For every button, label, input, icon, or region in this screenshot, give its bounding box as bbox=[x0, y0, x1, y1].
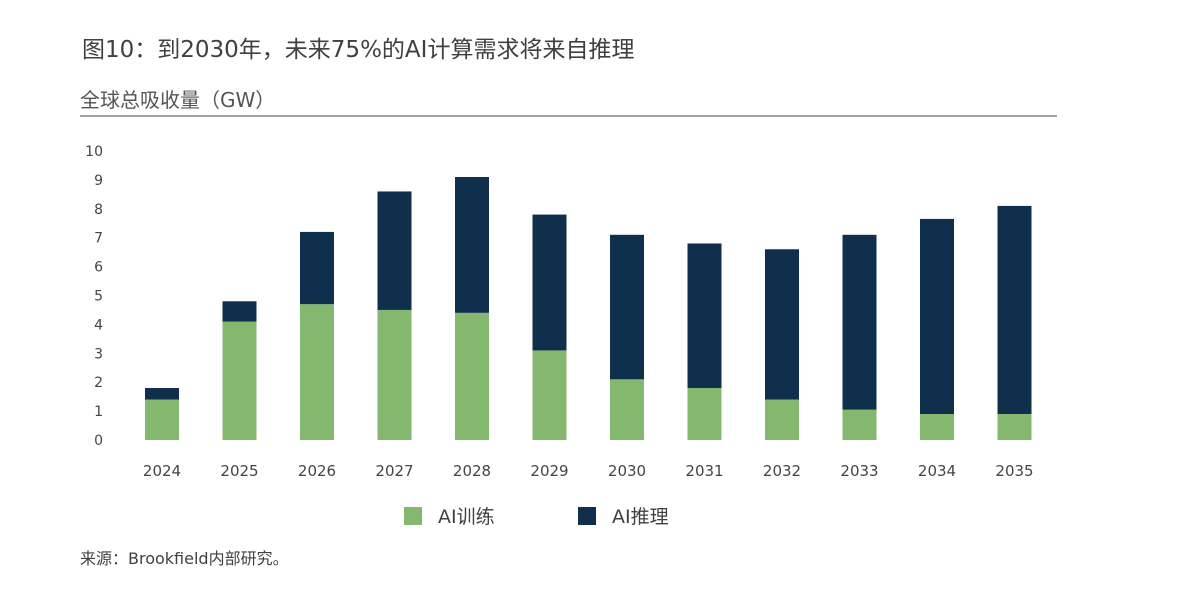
bar-segment-training bbox=[300, 304, 334, 440]
bar-segment-inference bbox=[920, 218, 954, 414]
legend-label-inference: AI推理 bbox=[612, 506, 669, 528]
y-tick-label: 0 bbox=[94, 433, 103, 449]
x-tick-label: 2031 bbox=[685, 462, 723, 480]
x-tick-label: 2026 bbox=[298, 462, 336, 480]
chart-title: 图10：到2030年，未来75%的AI计算需求将来自推理 bbox=[82, 37, 635, 63]
x-tick-label: 2033 bbox=[840, 462, 878, 480]
legend-item-training: AI训练 bbox=[404, 502, 495, 529]
bar-segment-training bbox=[455, 312, 489, 440]
bar-segment-training bbox=[222, 321, 257, 440]
bar-segment-training bbox=[997, 413, 1032, 440]
bar-segment-inference bbox=[222, 301, 257, 322]
legend-swatch-training bbox=[404, 506, 422, 525]
y-tick-label: 3 bbox=[94, 346, 103, 362]
y-tick-label: 1 bbox=[94, 404, 103, 420]
y-tick-label: 10 bbox=[85, 144, 103, 160]
source-note: 来源：Brookfield内部研究。 bbox=[80, 549, 289, 568]
x-tick-label: 2028 bbox=[453, 462, 491, 480]
bar-segment-inference bbox=[997, 205, 1032, 414]
bar-segment-training bbox=[145, 399, 179, 440]
x-tick-label: 2029 bbox=[530, 462, 568, 480]
legend-label-training: AI训练 bbox=[438, 506, 495, 528]
x-tick-label: 2030 bbox=[608, 462, 646, 480]
y-tick-label: 9 bbox=[94, 173, 103, 189]
bar-segment-inference bbox=[687, 243, 722, 388]
bar-segment-training bbox=[532, 350, 567, 440]
bar-segment-training bbox=[765, 399, 799, 440]
y-tick-label: 7 bbox=[94, 231, 103, 247]
bar-segment-inference bbox=[377, 191, 412, 310]
bar-segment-inference bbox=[532, 214, 567, 351]
bar-segment-training bbox=[610, 379, 644, 440]
bar-segment-inference bbox=[610, 234, 644, 380]
chart-subtitle: 全球总吸收量（GW） bbox=[80, 88, 276, 112]
legend-item-inference: AI推理 bbox=[578, 502, 669, 529]
x-tick-label: 2032 bbox=[763, 462, 801, 480]
title-divider bbox=[80, 115, 1057, 117]
y-tick-label: 2 bbox=[94, 375, 103, 391]
x-tick-label: 2035 bbox=[995, 462, 1033, 480]
x-tick-label: 2034 bbox=[918, 462, 956, 480]
bar-segment-training bbox=[920, 413, 954, 440]
x-tick-label: 2024 bbox=[143, 462, 181, 480]
x-tick-label: 2027 bbox=[375, 462, 413, 480]
x-tick-label: 2025 bbox=[220, 462, 258, 480]
y-tick-label: 5 bbox=[94, 289, 103, 305]
y-tick-label: 8 bbox=[94, 202, 103, 218]
bar-segment-training bbox=[687, 387, 722, 440]
bar-segment-inference bbox=[842, 234, 877, 410]
bar-segment-inference bbox=[300, 231, 334, 305]
y-tick-label: 4 bbox=[94, 317, 103, 333]
bar-segment-inference bbox=[765, 249, 799, 400]
bar-segment-training bbox=[377, 309, 412, 440]
bar-segment-inference bbox=[145, 387, 179, 400]
y-tick-label: 6 bbox=[94, 260, 103, 276]
bar-segment-training bbox=[842, 409, 877, 440]
bar-segment-inference bbox=[455, 177, 489, 313]
legend-swatch-inference bbox=[578, 506, 596, 525]
